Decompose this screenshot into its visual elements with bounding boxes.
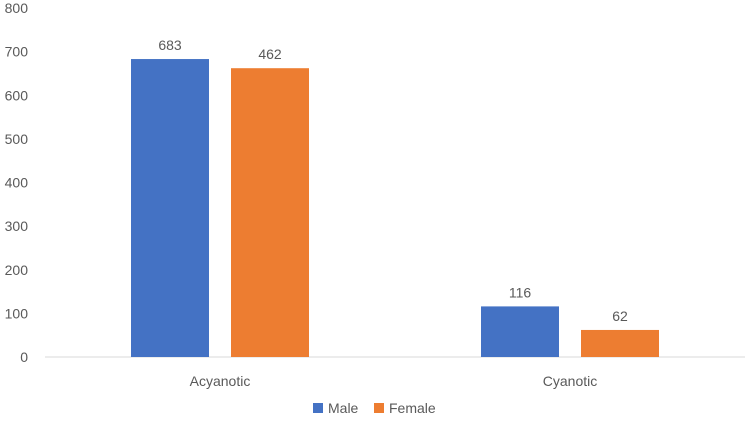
bar-female-cyanotic (581, 329, 659, 357)
x-tick-label: Cyanotic (543, 373, 597, 389)
x-axis: Acyanotic Cyanotic (190, 373, 598, 389)
bar-male-cyanotic (481, 306, 559, 357)
bar-male-acyanotic (131, 59, 209, 357)
data-label: 116 (509, 284, 532, 300)
data-label: 683 (158, 37, 182, 53)
y-tick-label: 700 (5, 44, 29, 60)
y-tick-label: 400 (5, 175, 29, 191)
y-tick-label: 500 (5, 131, 29, 147)
y-tick-label: 800 (5, 0, 29, 16)
legend-swatch-male (313, 403, 323, 413)
legend-swatch-female (374, 403, 384, 413)
data-label: 462 (258, 46, 282, 62)
bars: 683 462 116 62 (131, 37, 659, 357)
y-tick-label: 100 (5, 305, 29, 321)
y-axis: 0 100 200 300 400 500 600 700 800 (5, 0, 29, 365)
y-tick-label: 600 (5, 87, 29, 103)
bar-female-acyanotic (231, 68, 309, 357)
y-tick-label: 300 (5, 218, 29, 234)
legend: Male Female (313, 400, 436, 416)
x-tick-label: Acyanotic (190, 373, 251, 389)
data-label: 62 (612, 308, 628, 324)
legend-label-male: Male (328, 400, 359, 416)
y-tick-label: 200 (5, 262, 29, 278)
y-tick-label: 0 (20, 349, 28, 365)
legend-label-female: Female (389, 400, 436, 416)
